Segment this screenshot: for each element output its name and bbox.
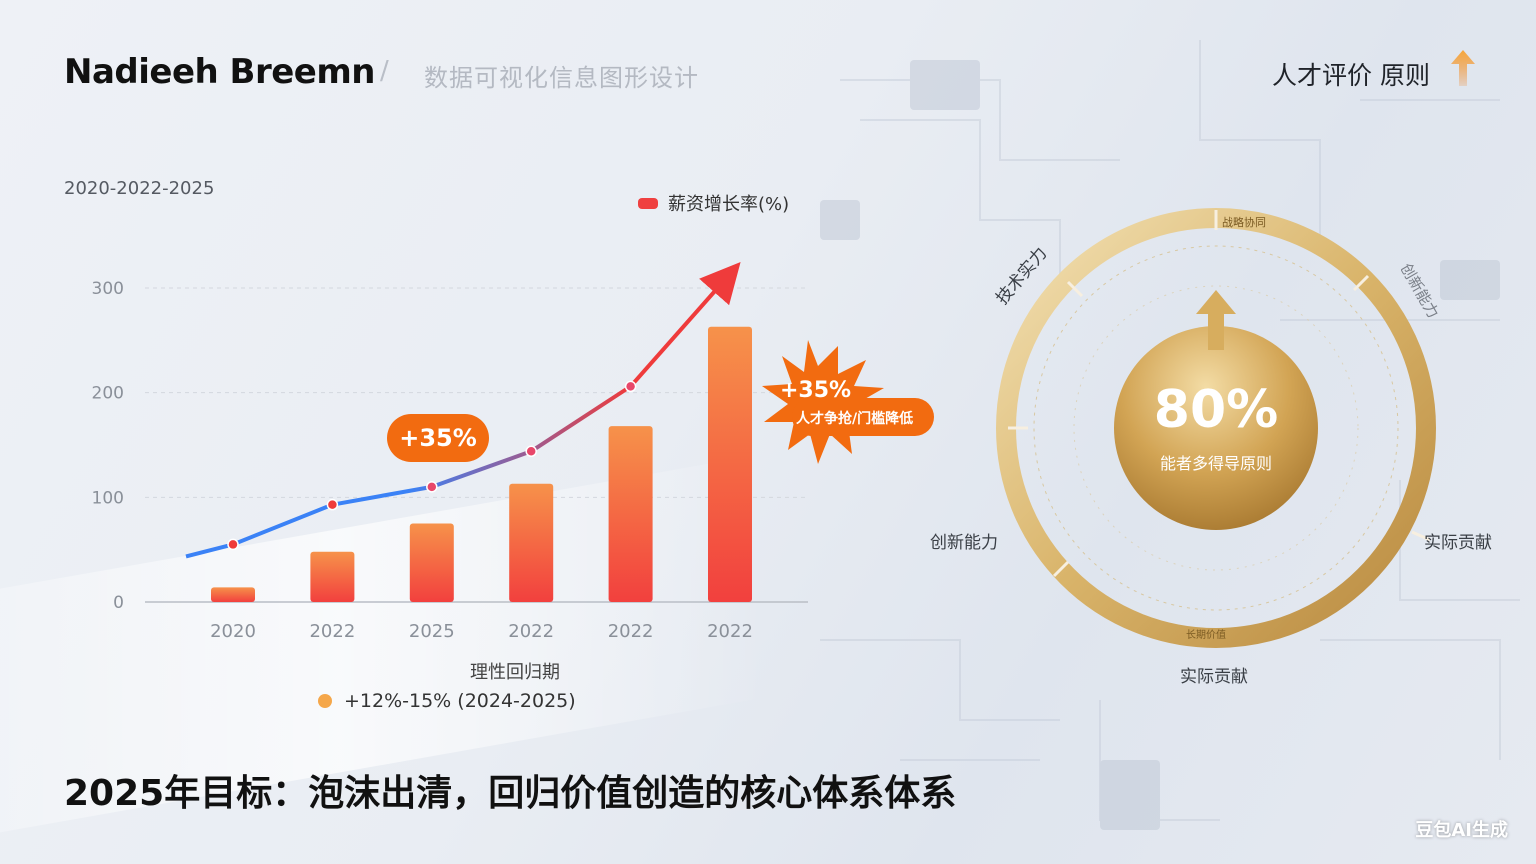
header-subtitle: 数据可视化信息图形设计 — [424, 64, 699, 92]
y-tick-label: 300 — [92, 279, 124, 299]
bar — [708, 326, 752, 602]
line-point — [326, 498, 339, 511]
x-axis-title: 理性回归期 — [470, 662, 560, 683]
ring-label-right: 实际贡献 — [1424, 533, 1492, 553]
x-tick-label: 2022 — [707, 621, 753, 642]
chart-range-label: 2020-2022-2025 — [64, 178, 215, 199]
legend-label: 薪资增长率(%) — [668, 194, 790, 215]
ai-watermark: 豆包AI生成 — [1415, 820, 1508, 841]
ring-label-bottom: 实际贡献 — [1180, 667, 1248, 687]
ring-percentage: 80% — [1153, 380, 1279, 440]
ring-label-top: 战略协同 — [1222, 216, 1266, 229]
growth-pill: +35% — [387, 414, 489, 462]
bar — [409, 523, 454, 602]
line-point — [624, 380, 637, 393]
trend-arrow — [629, 262, 741, 388]
ring-label-left: 创新能力 — [930, 533, 998, 553]
growth-note-text: +12%-15% (2024-2025) — [344, 690, 576, 712]
x-tick-label: 2022 — [608, 621, 654, 642]
bar — [608, 426, 653, 602]
header-separator: / — [380, 56, 389, 86]
x-tick-label: 2025 — [409, 621, 455, 642]
growth-note: +12%-15% (2024-2025) — [318, 690, 576, 712]
x-tick-label: 2022 — [309, 621, 355, 642]
x-tick-label: 2022 — [508, 621, 554, 642]
line-point — [426, 481, 438, 493]
burst-tag — [792, 398, 934, 436]
y-tick-label: 100 — [92, 488, 124, 508]
ring-label-bottom-arc: 长期价值 — [1186, 630, 1226, 641]
burst-caption: 人才争抢/门槛降低 — [796, 411, 914, 427]
goal-headline: 2025年目标：泡沫出清，回归价值创造的核心体系体系 — [64, 773, 957, 814]
bar — [310, 551, 355, 602]
legend-swatch — [638, 197, 658, 209]
talent-ring — [996, 208, 1436, 648]
brand-name: Nadieeh Breemn — [64, 52, 376, 92]
bar — [509, 483, 554, 602]
ring-percentage-caption: 能者多得导原则 — [1159, 454, 1272, 473]
line-point — [227, 538, 239, 551]
line-point — [525, 445, 537, 458]
growth-line — [185, 384, 632, 559]
x-tick-label: 2020 — [210, 621, 256, 642]
y-tick-label: 200 — [92, 384, 124, 404]
top-right-title: 人才评价 原则 — [1272, 61, 1430, 90]
y-tick-label: 0 — [113, 593, 124, 613]
up-arrow-icon — [1451, 50, 1475, 86]
note-dot-icon — [318, 694, 332, 708]
bar — [211, 587, 255, 602]
chart-legend: 薪资增长率(%) — [638, 190, 789, 216]
burst-value: +35% — [780, 378, 852, 403]
